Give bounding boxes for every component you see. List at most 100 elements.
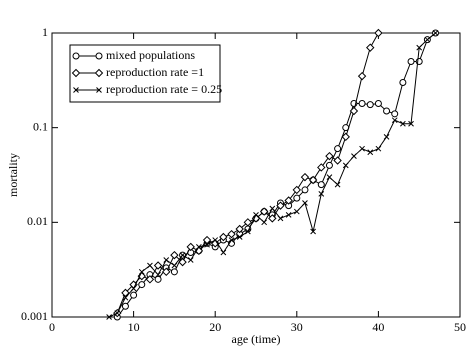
marker — [375, 145, 382, 152]
marker — [145, 275, 155, 284]
marker — [383, 133, 390, 140]
marker — [268, 214, 277, 223]
legend-label: mixed populations — [106, 48, 195, 62]
marker — [359, 145, 365, 152]
marker — [342, 162, 349, 169]
marker — [261, 219, 268, 226]
marker — [236, 234, 243, 240]
x-tick-label: 0 — [49, 320, 55, 334]
marker — [383, 107, 391, 115]
marker — [357, 71, 367, 81]
legend-label: reproduction rate =1 — [106, 65, 204, 79]
marker — [163, 257, 170, 263]
marker — [424, 36, 431, 43]
marker — [293, 194, 301, 202]
marker — [138, 281, 146, 289]
marker — [300, 172, 310, 182]
marker — [366, 101, 374, 109]
plot-frame — [51, 32, 461, 318]
y-tick-label: 1 — [42, 25, 48, 39]
marker — [318, 190, 325, 197]
marker — [212, 237, 219, 243]
x-axis-label: age (time) — [232, 332, 281, 346]
marker — [235, 224, 244, 234]
marker — [334, 145, 342, 153]
marker — [253, 211, 259, 218]
x-tick-label: 10 — [128, 320, 140, 334]
marker — [334, 181, 341, 188]
marker — [302, 200, 308, 206]
marker — [114, 310, 121, 316]
marker — [317, 181, 325, 189]
marker — [416, 44, 423, 51]
y-tick-label: 0.1 — [33, 119, 48, 133]
marker — [154, 275, 162, 283]
marker — [292, 185, 302, 195]
marker — [391, 110, 399, 118]
marker — [94, 68, 104, 78]
marker — [170, 250, 179, 260]
marker — [293, 208, 300, 215]
marker — [219, 232, 228, 242]
marker — [138, 268, 145, 275]
marker — [259, 207, 269, 216]
y-tick-label: 0.01 — [27, 214, 48, 228]
marker — [351, 153, 357, 160]
marker — [71, 68, 81, 78]
marker — [130, 291, 138, 299]
marker — [325, 151, 334, 161]
marker — [277, 215, 284, 222]
marker — [72, 52, 80, 60]
marker — [187, 257, 194, 263]
marker — [269, 205, 276, 212]
marker — [341, 132, 350, 142]
marker — [408, 120, 414, 127]
marker — [228, 237, 235, 243]
legend-label: reproduction rate = 0.25 — [106, 82, 222, 96]
marker — [244, 228, 251, 235]
marker — [202, 235, 212, 245]
marker — [432, 30, 439, 36]
marker — [121, 288, 130, 298]
x-tick-label: 20 — [209, 320, 221, 334]
marker — [285, 211, 292, 218]
marker — [276, 201, 285, 210]
y-axis-label: mortality — [6, 153, 20, 197]
y-tick-label: 0.001 — [21, 309, 48, 323]
marker — [122, 294, 129, 301]
marker — [73, 87, 79, 93]
x-tick-label: 30 — [291, 320, 303, 334]
marker — [186, 242, 195, 252]
marker — [374, 100, 382, 108]
marker — [153, 261, 163, 270]
marker — [374, 28, 383, 38]
marker — [326, 174, 333, 181]
marker — [179, 252, 186, 259]
marker — [317, 163, 326, 172]
marker — [400, 120, 406, 127]
marker — [310, 228, 316, 235]
marker — [220, 249, 227, 256]
marker — [391, 117, 398, 124]
x-tick-label: 50 — [454, 320, 466, 334]
marker — [301, 186, 309, 194]
marker — [95, 52, 103, 60]
marker — [284, 196, 293, 205]
marker — [204, 241, 210, 248]
marker — [227, 229, 236, 239]
marker — [367, 149, 374, 156]
marker — [178, 257, 187, 267]
x-tick-label: 40 — [372, 320, 384, 334]
marker — [325, 161, 333, 169]
marker — [349, 106, 359, 116]
series-line — [116, 32, 436, 318]
marker — [106, 314, 112, 320]
marker — [121, 302, 129, 310]
marker — [366, 43, 375, 52]
marker — [147, 262, 153, 269]
marker — [333, 156, 342, 165]
marker — [243, 218, 253, 227]
marker — [96, 87, 102, 93]
marker — [155, 271, 161, 278]
marker — [137, 271, 146, 281]
